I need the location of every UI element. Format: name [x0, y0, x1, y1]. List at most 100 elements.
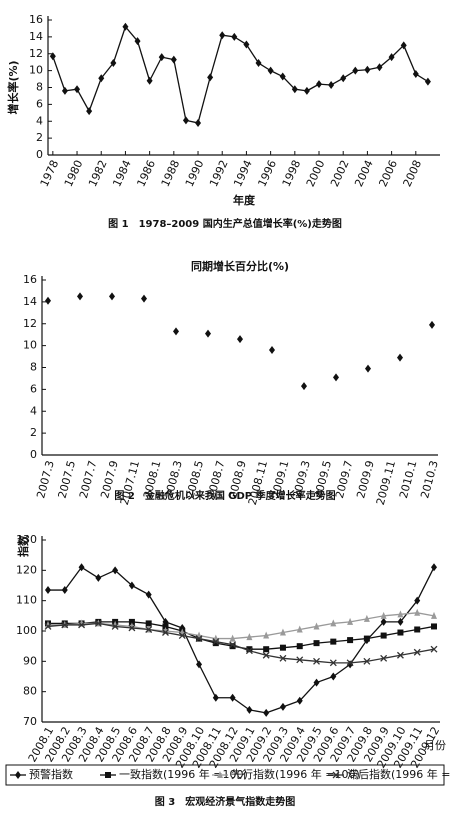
point [173, 327, 179, 336]
line-segment [332, 663, 351, 678]
x-axis-label: 月份 [424, 739, 446, 752]
point [45, 586, 51, 595]
point [414, 626, 421, 633]
y-tick-label: 0 [36, 148, 43, 161]
line-segment [383, 654, 401, 659]
point [313, 678, 320, 687]
y-tick-label: 14 [29, 30, 43, 43]
line-segment [131, 627, 149, 631]
line-segment [249, 634, 267, 638]
point [45, 296, 51, 305]
legend-label: 一致指数(1996 年 =100) [119, 767, 248, 781]
line-segment [198, 664, 217, 699]
y-tick-label: 100 [16, 624, 37, 637]
point [128, 581, 135, 590]
line-segment [81, 622, 99, 626]
x-tick-label: 2007.7 [77, 459, 100, 500]
point [333, 373, 339, 382]
y-tick-label: 6 [30, 382, 37, 395]
line-segment [249, 650, 267, 656]
point [112, 566, 119, 575]
point [246, 705, 253, 714]
point [212, 638, 220, 646]
y-tick-label: 70 [23, 715, 37, 728]
x-tick-label: 1984 [110, 158, 134, 189]
line-segment [245, 44, 260, 64]
point [219, 31, 226, 40]
line-segment [182, 634, 200, 640]
line-segment [149, 56, 163, 82]
point [346, 659, 354, 667]
point [429, 320, 435, 329]
y-tick-label: 10 [23, 339, 37, 352]
line-segment [349, 618, 367, 623]
y-tick-label: 130 [16, 533, 37, 546]
point [111, 622, 119, 630]
point [77, 292, 83, 301]
line-segment [98, 622, 116, 628]
line-segment [232, 697, 250, 711]
x-tick-label: 1990 [183, 158, 207, 189]
line-segment [232, 636, 250, 640]
point [205, 329, 211, 338]
line-segment [282, 76, 296, 90]
point [431, 623, 437, 630]
point [122, 22, 129, 31]
y-tick-label: 4 [30, 404, 37, 417]
point [229, 641, 237, 649]
line-segment [124, 26, 139, 42]
line-segment [115, 625, 132, 629]
x-axis-label: 年度 [233, 193, 256, 207]
line-segment [282, 628, 300, 634]
point [98, 74, 105, 83]
line-segment [299, 659, 317, 662]
y-tick-label: 110 [16, 594, 37, 607]
y-tick-label: 16 [23, 273, 37, 286]
y-tick-label: 4 [36, 114, 43, 127]
point [196, 660, 203, 669]
point [128, 624, 136, 632]
point [296, 643, 303, 650]
line-segment [333, 621, 351, 625]
point [61, 621, 69, 629]
line-segment [383, 613, 401, 617]
point [145, 620, 152, 627]
point [414, 608, 421, 616]
point [195, 635, 203, 643]
y-tick-label: 90 [23, 654, 37, 667]
point [363, 657, 371, 665]
line-segment [350, 660, 367, 664]
line-segment [209, 35, 223, 78]
point [397, 617, 404, 626]
point [413, 648, 421, 656]
line-segment [181, 627, 200, 665]
point [376, 63, 383, 72]
x-tick-label: 2009.11 [374, 459, 398, 506]
y-tick-label: 2 [36, 131, 43, 144]
point [229, 634, 236, 642]
point [352, 66, 359, 75]
point [158, 53, 165, 62]
x-tick-label: 1988 [159, 158, 183, 189]
line-segment [403, 45, 417, 75]
point [431, 563, 437, 572]
line-segment [148, 628, 166, 634]
line-segment [148, 594, 167, 623]
point [207, 73, 214, 82]
line-segment [47, 624, 65, 628]
point [255, 59, 262, 68]
point [231, 32, 238, 41]
line-segment [173, 59, 187, 121]
point [212, 693, 219, 702]
line-segment [131, 584, 150, 596]
line-segment [232, 644, 250, 652]
line-segment [98, 569, 116, 579]
point [380, 632, 387, 639]
point [301, 382, 307, 391]
y-tick-label: 16 [29, 13, 43, 26]
point [291, 85, 298, 94]
point [145, 590, 152, 599]
line-segment [64, 566, 83, 591]
legend-label: 滞后指数(1996 年 =100) [347, 767, 450, 781]
point [243, 40, 250, 49]
